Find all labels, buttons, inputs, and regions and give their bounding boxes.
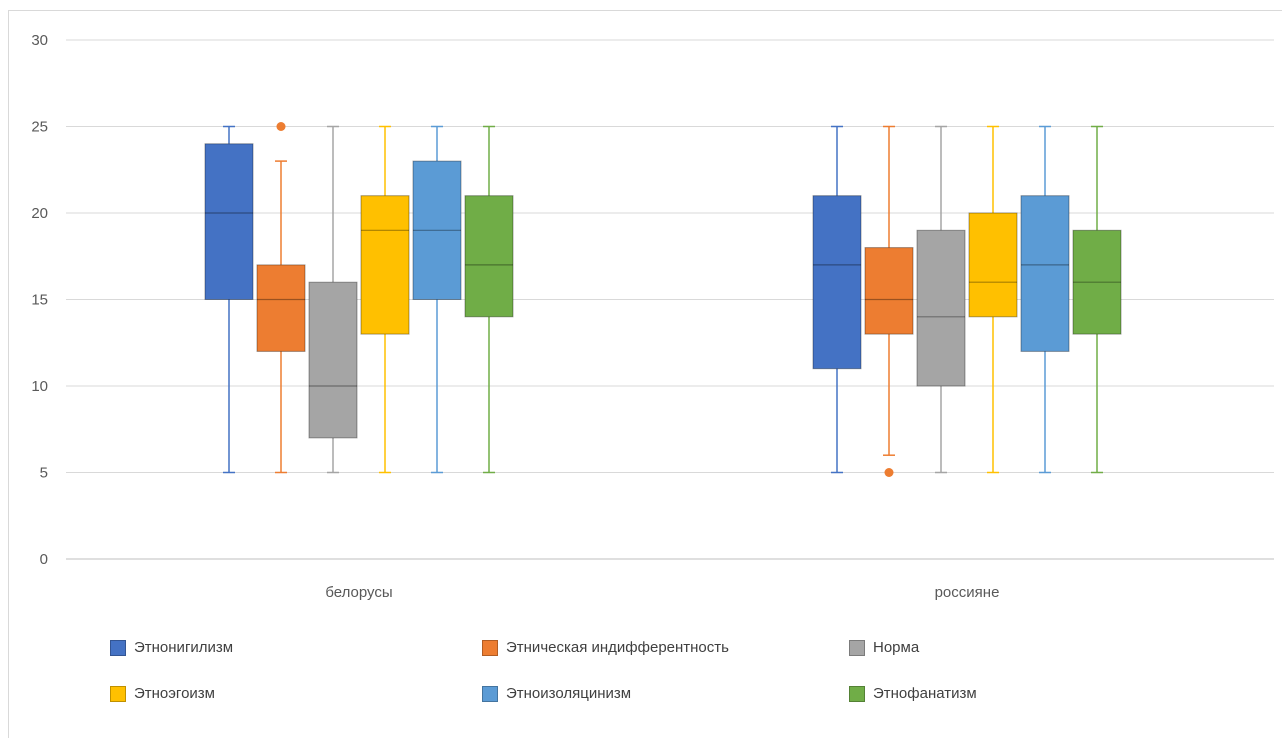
y-tick-label: 30	[31, 32, 48, 49]
box	[916, 229, 966, 387]
box	[412, 160, 462, 300]
box	[308, 281, 358, 439]
box	[464, 195, 514, 318]
y-tick-label: 5	[40, 465, 48, 482]
chart-frame	[8, 10, 1282, 738]
x-category-label: белорусы	[325, 584, 392, 601]
box	[968, 212, 1018, 318]
box	[1020, 195, 1070, 352]
outlier-point	[884, 468, 894, 477]
y-tick-label: 25	[31, 119, 48, 136]
x-category-label: россияне	[935, 584, 1000, 601]
outlier-point	[276, 122, 286, 131]
box	[864, 247, 914, 335]
y-tick-label: 20	[31, 205, 48, 222]
box	[256, 264, 306, 352]
y-tick-label: 10	[31, 378, 48, 395]
box	[812, 195, 862, 370]
y-tick-label: 15	[31, 292, 48, 309]
box	[360, 195, 410, 335]
y-tick-label: 0	[40, 551, 48, 568]
box	[204, 143, 254, 300]
box	[1072, 229, 1122, 335]
